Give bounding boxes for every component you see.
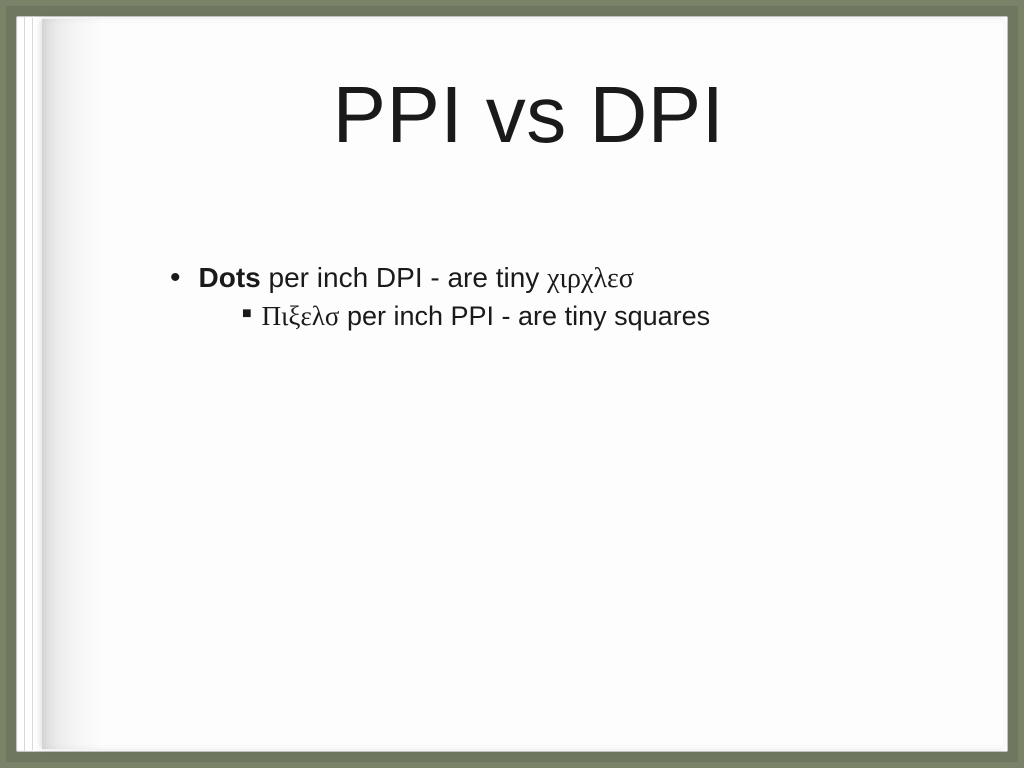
bullet-1-bold: Dots (199, 262, 261, 293)
bullet-2-symbol: Πιξελσ (262, 301, 340, 331)
slide-title: PPI vs DPI (112, 69, 945, 161)
bullet-text-1: Dots per inch DPI - are tiny χιρχλεσ (199, 261, 634, 296)
bullet-2-rest: per inch PPI - are tiny squares (339, 301, 710, 331)
bullet-1-rest-before: per inch DPI - are tiny (261, 262, 547, 293)
bullet-item-2: ■ Πιξελσ per inch PPI - are tiny squares (242, 300, 945, 332)
bullet-marker-dot: • (170, 261, 181, 294)
bullet-1-symbol: χιρχλεσ (547, 263, 634, 294)
book-frame: PPI vs DPI • Dots per inch DPI - are tin… (6, 6, 1018, 762)
bullet-marker-square: ■ (242, 300, 252, 329)
bullet-text-2: Πιξελσ per inch PPI - are tiny squares (262, 300, 710, 332)
page-main: PPI vs DPI • Dots per inch DPI - are tin… (42, 19, 1005, 749)
page-stack: PPI vs DPI • Dots per inch DPI - are tin… (16, 16, 1008, 752)
slide-content: PPI vs DPI • Dots per inch DPI - are tin… (42, 19, 1005, 749)
bullet-item-1: • Dots per inch DPI - are tiny χιρχλεσ (170, 261, 945, 296)
